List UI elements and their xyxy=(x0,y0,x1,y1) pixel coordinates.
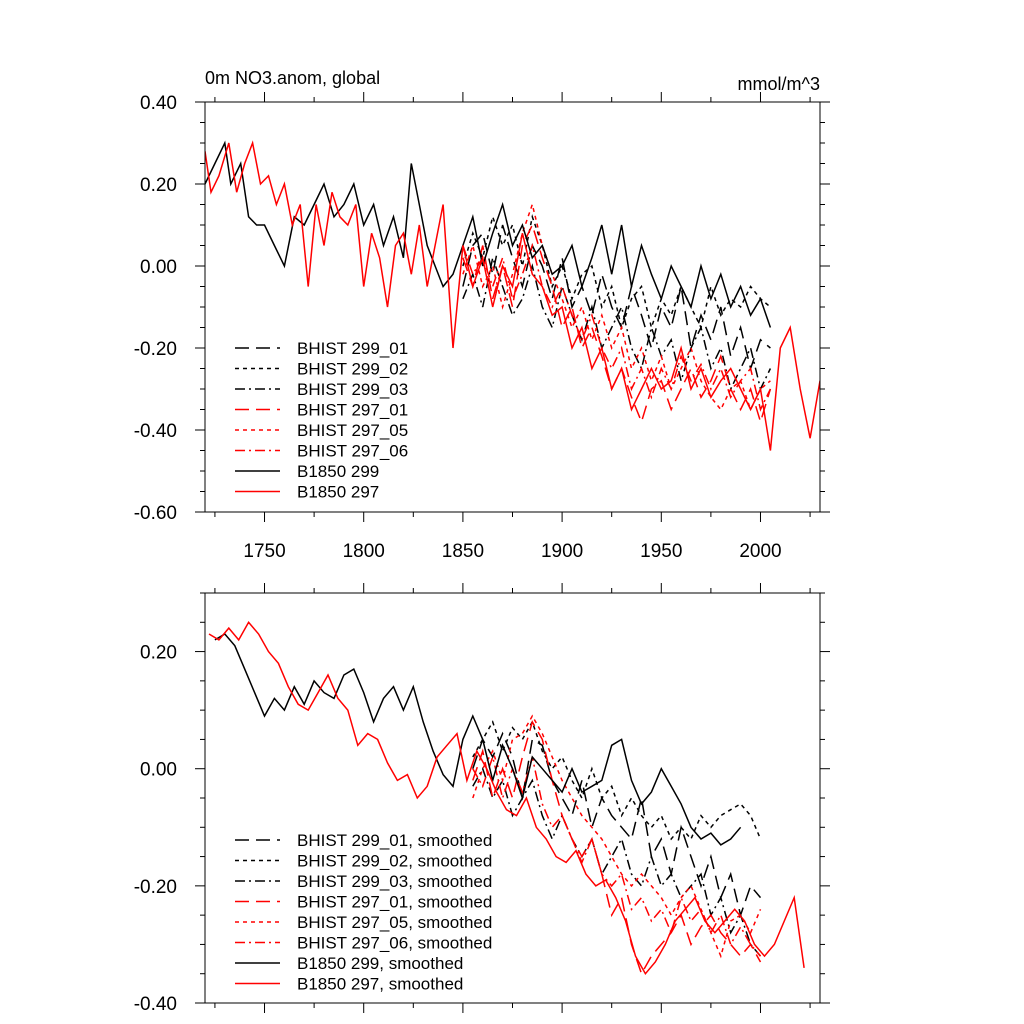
legend-label-bhist-299-03-smoothed: BHIST 299_03, smoothed xyxy=(297,872,492,891)
x-tick-label: 2000 xyxy=(739,541,781,562)
x-tick-label: 1950 xyxy=(640,541,682,562)
series-line-bhist-299-03 xyxy=(462,254,772,392)
y-tick-label: -0.40 xyxy=(134,421,177,442)
legend-label-b1850-299-smoothed: B1850 299, smoothed xyxy=(297,954,463,973)
y-tick-label: 0.20 xyxy=(140,643,177,664)
legend-label-bhist-297-06-smoothed: BHIST 297_06, smoothed xyxy=(297,934,492,953)
legend-label-bhist-299-03: BHIST 299_03 xyxy=(297,380,408,399)
series-line-bhist-297-06 xyxy=(462,242,772,412)
series-line-bhist-299-01 xyxy=(462,224,771,372)
bottom-panel: -0.40 -0.20 0.00 0.20 BHIST 299_01, smoothed… xyxy=(134,583,830,1015)
y-tick-label: 0.20 xyxy=(140,175,177,196)
series-line-bhist-299-01-smoothed xyxy=(472,731,762,918)
top-panel: -0.60 -0.40 -0.20 0.00 0.20 0.40 1750 1800 1850 1… xyxy=(134,68,830,562)
legend-label-bhist-297-06: BHIST 297_06 xyxy=(297,442,408,461)
series-line-bhist-299-03-smoothed xyxy=(472,766,762,957)
legend-label-b1850-297-smoothed: B1850 297, smoothed xyxy=(297,975,463,994)
legend-label-bhist-297-05-smoothed: BHIST 297_05, smoothed xyxy=(297,913,492,932)
units-label: mmol/m^3 xyxy=(738,74,820,94)
y-tick-label: 0.40 xyxy=(140,93,177,114)
series-line-bhist-297-05 xyxy=(462,201,771,412)
chart-title: 0m NO3.anom, global xyxy=(205,68,380,88)
y-tick-label: -0.20 xyxy=(134,339,177,360)
series-line-b1850-297 xyxy=(205,140,820,451)
x-tick-label: 1800 xyxy=(343,541,385,562)
legend-label-bhist-299-02-smoothed: BHIST 299_02, smoothed xyxy=(297,852,492,871)
series-line-bhist-297-01-smoothed xyxy=(472,719,762,976)
legend: BHIST 299_01, smoothed BHIST 299_02, smoo… xyxy=(235,831,492,994)
y-tick-label: -0.60 xyxy=(134,503,177,524)
x-tick-label: 1750 xyxy=(243,541,285,562)
legend-label-bhist-297-05: BHIST 297_05 xyxy=(297,421,408,440)
series-line-b1850-299-smoothed xyxy=(214,633,742,846)
y-tick-label: -0.20 xyxy=(134,877,177,898)
legend-label-bhist-297-01: BHIST 297_01 xyxy=(297,401,408,420)
legend-label-bhist-299-01: BHIST 299_01 xyxy=(297,339,408,358)
legend-label-b1850-297: B1850 297 xyxy=(297,483,379,502)
series-line-bhist-299-02 xyxy=(462,213,771,331)
y-tick-label: 0.00 xyxy=(140,257,177,278)
x-tick-label: 1850 xyxy=(442,541,484,562)
y-tick-label: -0.40 xyxy=(134,994,177,1015)
series-line-bhist-299-02-smoothed xyxy=(472,720,762,841)
series-line-bhist-297-05-smoothed xyxy=(472,714,762,959)
legend-label-bhist-299-02: BHIST 299_02 xyxy=(297,360,408,379)
legend-label-bhist-299-01-smoothed: BHIST 299_01, smoothed xyxy=(297,831,492,850)
x-tick-label: 1900 xyxy=(541,541,583,562)
legend-label-bhist-297-01-smoothed: BHIST 297_01, smoothed xyxy=(297,893,492,912)
legend-label-b1850-299: B1850 299 xyxy=(297,462,379,481)
y-tick-label: 0.00 xyxy=(140,760,177,781)
series-line-b1850-297-smoothed xyxy=(208,620,805,976)
